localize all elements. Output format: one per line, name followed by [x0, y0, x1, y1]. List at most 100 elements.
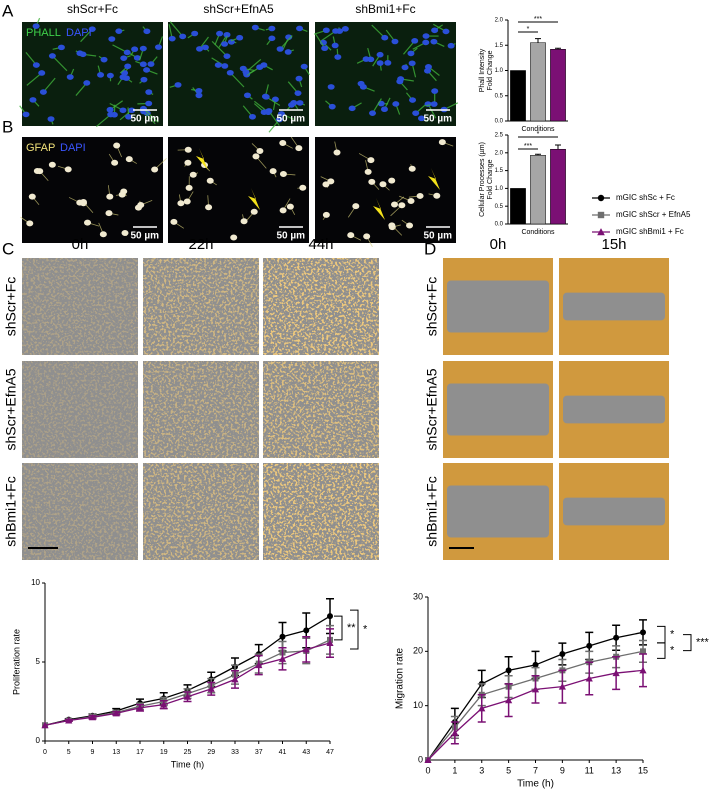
nucleus [359, 84, 367, 90]
nucleus [47, 116, 55, 122]
panel-label: B [2, 117, 13, 136]
x-tick-label: 37 [255, 749, 263, 756]
point [559, 651, 566, 658]
cell-body [333, 149, 341, 156]
x-tick-label: 9 [91, 749, 95, 756]
y-tick-label: 2.5 [495, 133, 504, 139]
y-tick-label: 2.0 [495, 18, 504, 24]
nucleus [145, 100, 153, 107]
significance-label: * [363, 624, 368, 636]
nucleus [66, 74, 74, 80]
cell-coverage [22, 463, 138, 560]
legend-label: mGIC shScr + EfnA5 [616, 210, 691, 219]
micrograph: 50 µm [168, 21, 310, 133]
x-tick-label: 3 [479, 765, 484, 775]
nucleus [294, 90, 302, 96]
nucleus [296, 25, 304, 32]
cell-coverage [22, 258, 138, 355]
nucleus [300, 63, 308, 70]
nucleus [275, 116, 283, 123]
point [612, 669, 620, 677]
point [278, 655, 287, 662]
cell-body [230, 234, 238, 241]
wound-image [143, 361, 259, 458]
scale-bar-label: 50 µm [423, 231, 452, 242]
nucleus [381, 34, 389, 41]
nucleus [38, 70, 46, 76]
point [327, 613, 333, 620]
panel-label: D [424, 239, 436, 258]
wound-image [263, 463, 379, 560]
x-tick-label: 5 [67, 749, 71, 756]
x-tick-label: 43 [302, 749, 310, 756]
nucleus [108, 36, 116, 42]
nucleus [131, 46, 139, 53]
nucleus [392, 101, 400, 107]
micrograph-bg [22, 137, 163, 243]
point [640, 629, 646, 636]
y-axis-title: Cellular Processes (µm)Fold Change [479, 142, 494, 217]
nucleus [124, 63, 132, 70]
cell-body [368, 178, 376, 185]
nucleus [139, 45, 147, 52]
nucleus [226, 69, 234, 76]
cell-body [279, 207, 287, 214]
nucleus [76, 50, 84, 57]
x-tick-label: 7 [533, 765, 538, 775]
point [207, 685, 215, 692]
nucleus [376, 60, 384, 66]
nucleus [195, 92, 203, 99]
nucleus [285, 34, 293, 40]
cell-coverage [263, 258, 379, 355]
nucleus [430, 101, 438, 107]
point [532, 661, 539, 668]
scale-bar-label: 50 µm [130, 231, 159, 242]
nucleus [334, 54, 342, 60]
nucleus [417, 115, 425, 122]
wound-image [263, 258, 379, 355]
column-label: shScr+Fc [67, 2, 118, 16]
error-bar [535, 153, 541, 156]
nucleus [214, 62, 222, 68]
bar [510, 188, 526, 225]
legend-marker [597, 211, 605, 219]
nucleus [106, 72, 114, 79]
point [558, 683, 566, 690]
bar [530, 42, 546, 122]
nucleus [57, 44, 65, 51]
time-label: 0h [72, 236, 89, 253]
point [505, 696, 513, 704]
row-label: shBmi1+Fc [424, 476, 440, 546]
micrograph: 50 µm [19, 17, 164, 127]
x-tick-label: 9 [560, 765, 565, 775]
cell-coverage [263, 463, 379, 560]
cell-body [240, 218, 248, 225]
y-tick-label: 5 [36, 657, 41, 666]
y-tick-label: 1.5 [495, 168, 504, 174]
time-label: 22h [188, 236, 213, 253]
cell-filament [143, 108, 159, 123]
x-tick-label: 13 [611, 765, 621, 775]
point [302, 645, 310, 653]
cell-body [322, 181, 330, 188]
wound-image [143, 463, 259, 560]
cell-body [388, 177, 396, 184]
nucleus [216, 30, 224, 37]
wound-gap [447, 485, 549, 538]
y-tick-label: 10 [413, 700, 423, 710]
cell-body [347, 232, 355, 239]
cell-body [407, 197, 415, 204]
nucleus [424, 68, 432, 74]
cell-coverage [143, 258, 259, 355]
cell-body [185, 184, 193, 191]
cell-body [183, 198, 191, 205]
arrowhead [196, 148, 208, 170]
nucleus [145, 89, 153, 95]
nucleus [239, 65, 247, 72]
nucleus [29, 97, 37, 103]
nucleus [83, 80, 91, 86]
cell-filament [211, 40, 228, 57]
cell-body [322, 211, 330, 218]
error-bar [555, 144, 561, 150]
cell-body [64, 166, 72, 173]
